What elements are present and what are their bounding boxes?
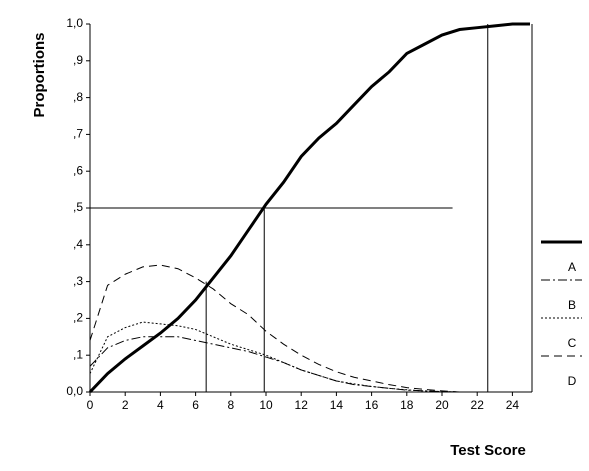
y-tick-label: ,4 xyxy=(73,237,83,251)
legend-label: C xyxy=(568,336,577,350)
y-tick-label: ,3 xyxy=(73,274,83,288)
legend-label: B xyxy=(568,298,576,312)
series-line xyxy=(89,264,460,393)
y-tick-label: 1,0 xyxy=(66,16,83,30)
series-line xyxy=(89,321,460,393)
y-tick-label: 0,0 xyxy=(66,384,83,398)
legend-label: D xyxy=(568,374,577,388)
y-tick-label: ,1 xyxy=(73,347,83,361)
x-tick-label: 18 xyxy=(400,398,414,412)
y-axis-title: Proportions xyxy=(31,33,48,118)
x-tick-label: 0 xyxy=(87,398,94,412)
x-tick-label: 16 xyxy=(365,398,379,412)
y-tick-label: ,2 xyxy=(73,311,83,325)
y-tick-label: ,5 xyxy=(73,200,83,214)
x-tick-label: 14 xyxy=(330,398,344,412)
x-tick-label: 12 xyxy=(295,398,309,412)
legend-label: A xyxy=(568,260,576,274)
x-tick-label: 2 xyxy=(122,398,129,412)
y-tick-label: ,7 xyxy=(73,127,83,141)
series-line xyxy=(88,22,530,394)
y-tick-label: ,9 xyxy=(73,53,83,67)
x-tick-label: 8 xyxy=(227,398,234,412)
x-tick-label: 22 xyxy=(471,398,485,412)
x-tick-label: 6 xyxy=(192,398,199,412)
y-tick-label: ,8 xyxy=(73,90,83,104)
x-tick-label: 24 xyxy=(506,398,520,412)
y-tick-label: ,6 xyxy=(73,163,83,177)
x-tick-label: 20 xyxy=(435,398,449,412)
x-tick-label: 4 xyxy=(157,398,164,412)
x-tick-label: 10 xyxy=(259,398,273,412)
x-axis-title: Test Score xyxy=(450,442,526,459)
